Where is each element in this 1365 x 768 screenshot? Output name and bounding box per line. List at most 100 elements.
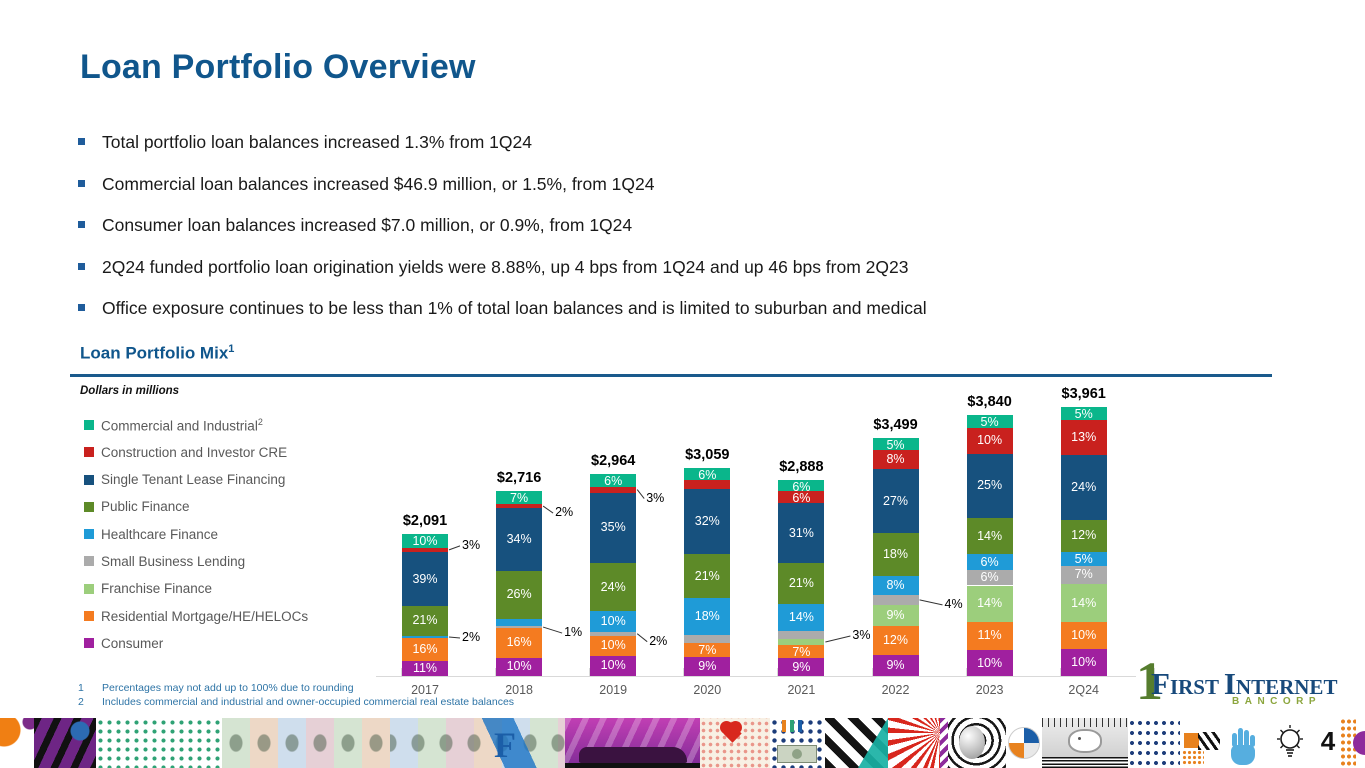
first-internet-bancorp-logo: 1 FIRST INTERNET BANCORP xyxy=(1136,654,1356,714)
footer-art-diagonal-stripes xyxy=(825,718,888,768)
legend-swatch-icon xyxy=(84,474,94,485)
bar-segment: 10% xyxy=(496,657,543,676)
footer-letter-glyph: F xyxy=(494,725,516,765)
train-icon xyxy=(579,747,687,763)
stacked-bar-2022: 5% 8% 27% 18% 8% 9% 12% 9% xyxy=(872,438,919,676)
bar-segment-label: 14% xyxy=(977,528,1003,543)
legend-swatch-icon xyxy=(84,501,94,512)
hand-icon xyxy=(1231,745,1255,765)
legend-swatch-icon xyxy=(84,529,94,540)
bar-segment: 24% xyxy=(590,563,637,612)
bar-segment-label: 8% xyxy=(886,451,905,466)
bar-segment: 9% xyxy=(778,658,825,676)
bar-segment-label: 9% xyxy=(792,659,811,674)
bar-segment xyxy=(496,504,543,508)
section-heading-text: Loan Portfolio Mix xyxy=(80,343,229,363)
bar-segment: 6% xyxy=(590,474,637,487)
bar-segment-label: 11% xyxy=(412,660,438,675)
x-axis-tick xyxy=(871,668,873,676)
bar-segment-label: 21% xyxy=(694,568,720,583)
bar-segment: 7% xyxy=(684,643,731,658)
legend-label: Residential Mortgage/HE/HELOCs xyxy=(101,608,309,624)
bar-segment-label: 14% xyxy=(788,610,814,625)
dollar-bill-icon xyxy=(777,745,817,763)
footer-collage: F xyxy=(0,718,1365,768)
bar-segment-label: 32% xyxy=(694,514,720,529)
footnote-line: 2 Includes commercial and industrial and … xyxy=(78,696,514,710)
legend-swatch-icon xyxy=(84,420,94,430)
x-axis-label: 2019 xyxy=(599,683,628,697)
bar-segment: 6% xyxy=(778,491,825,503)
bar-segment-label: 10% xyxy=(506,659,532,674)
bar-segment: 10% xyxy=(590,655,637,676)
bar-segment-label: 5% xyxy=(980,414,999,428)
legend-label: Franchise Finance xyxy=(101,581,213,597)
bar-segment: 5% xyxy=(966,414,1013,428)
bar-segment-label: 11% xyxy=(977,628,1002,643)
bar-segment: 9% xyxy=(684,657,731,676)
x-axis-tick xyxy=(495,668,497,676)
bar-segment-label: 10% xyxy=(600,638,626,653)
stacked-bar-2Q24: 5% 13% 24% 12% 5% 7% 14% 10% 10% xyxy=(1060,406,1107,676)
footer-art-orange-corner xyxy=(0,718,34,768)
bar-segment-label: 6% xyxy=(980,554,999,569)
footnotes: 1 Percentages may not add up to 100% due … xyxy=(78,682,514,709)
bullet-item: 2Q24 funded portfolio loan origination y… xyxy=(78,256,1278,278)
bar-segment: 14% xyxy=(1060,584,1107,623)
legend-item: Public Finance xyxy=(84,499,308,514)
loan-portfolio-mix-chart: Dollars in millions Commercial and Indus… xyxy=(70,380,1320,715)
stacked-bar-2023: 5% 10% 25% 14% 6% 6% 14% 11% 10% xyxy=(966,414,1013,676)
bar-segment: 10% xyxy=(1060,649,1107,676)
bar-segment-label: 13% xyxy=(1071,430,1097,445)
bar-total-label: $3,499 xyxy=(873,417,918,434)
stacked-bar-2017: 10% 39% 21% 16% 11% xyxy=(402,533,448,676)
bar-segment-label: 7% xyxy=(510,491,529,505)
bar-segment-label: 8% xyxy=(886,578,905,593)
callout-label: 2% xyxy=(555,505,574,520)
footnote-number: 1 xyxy=(78,682,84,694)
bar-segment: 21% xyxy=(402,606,448,636)
bar-segment: 10% xyxy=(1060,622,1107,650)
stacked-bar-2021: 6% 6% 31% 21% 14% 7% 9% xyxy=(778,479,825,676)
bar-segment-label: 24% xyxy=(600,579,626,594)
footer-art-dollar-bills-2: F xyxy=(390,718,565,768)
legend-label: Small Business Lending xyxy=(101,553,246,569)
bullet-text: Commercial loan balances increased $46.9… xyxy=(102,173,655,194)
legend-label: Commercial and Industrial2 xyxy=(101,416,263,434)
footer-art-green-dot-grid xyxy=(96,718,222,768)
bar-segment-label: 14% xyxy=(977,596,1003,611)
bar-segment: 6% xyxy=(966,569,1013,586)
stacked-bar-2020: 6% 32% 21% 18% 7% 9% xyxy=(684,467,731,676)
footer-art-purple-arrows xyxy=(34,718,96,768)
bar-segment: 39% xyxy=(402,551,448,607)
callout-label: 4% xyxy=(944,596,963,611)
bullet-item: Total portfolio loan balances increased … xyxy=(78,131,1278,153)
x-axis-tick xyxy=(965,668,967,676)
bar-segment: 25% xyxy=(966,453,1013,519)
x-axis-label: 2017 xyxy=(411,683,439,697)
bar-segment: 21% xyxy=(778,563,825,605)
footer-art-dollar-bills xyxy=(222,718,390,768)
bar-segment-label: 10% xyxy=(412,533,438,548)
chart-plot-area: 10% 39% 21% 16% 11% $2,091 2017 7% 34% 26% 16% 10% $… xyxy=(70,380,1320,715)
bar-segment-label: 34% xyxy=(506,531,532,546)
bar-segment: 11% xyxy=(402,660,448,676)
bar-segment-label: 18% xyxy=(882,547,909,562)
footer-art-lightbulb xyxy=(1262,718,1316,768)
legend-label: Construction and Investor CRE xyxy=(101,444,288,460)
bar-segment-label: 9% xyxy=(886,657,905,672)
stacked-bar-2018: 7% 34% 26% 16% 10% xyxy=(496,491,543,676)
logo-bancorp-text: BANCORP xyxy=(1232,696,1322,707)
bar-segment-label: 24% xyxy=(1071,479,1097,494)
bar-segment: 10% xyxy=(402,533,448,548)
legend-item: Residential Mortgage/HE/HELOCs xyxy=(84,608,309,624)
bar-segment-label: 9% xyxy=(698,659,717,674)
bullet-square-icon xyxy=(78,262,85,270)
x-axis-tick xyxy=(401,668,402,676)
legend-item: Construction and Investor CRE xyxy=(84,444,308,460)
bar-segment-label: 10% xyxy=(600,658,626,673)
bar-segment: 7% xyxy=(496,491,543,505)
bullet-item: Office exposure continues to be less tha… xyxy=(78,297,1278,319)
bar-segment xyxy=(590,486,637,493)
bar-segment: 16% xyxy=(496,627,543,658)
